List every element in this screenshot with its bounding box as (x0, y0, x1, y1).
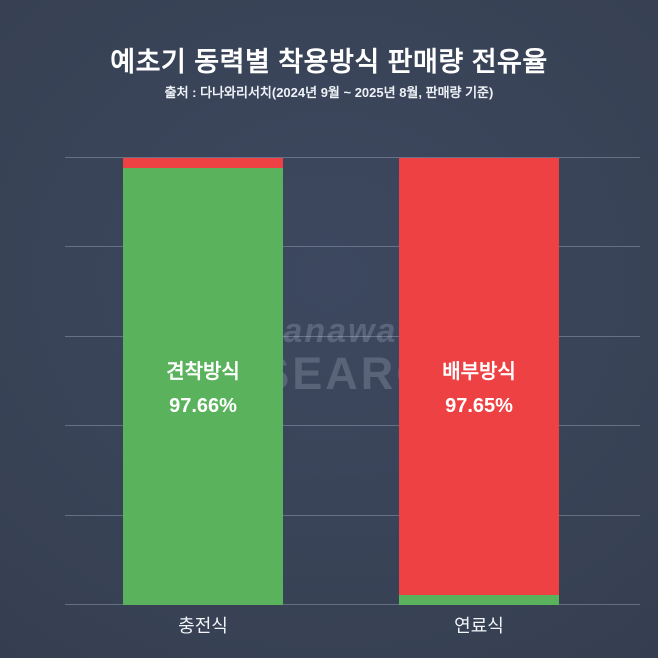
danawa-research-watermark: danawa RESEARCH (0, 314, 658, 396)
gridline (65, 335, 640, 337)
bar-group-chungjeonsik: 견착방식 97.66% 충전식 (123, 158, 283, 636)
bar-segment-배부방식 (399, 158, 559, 595)
page-title: 예초기 동력별 착용방식 판매량 전유율 (110, 47, 548, 77)
bar-column-chungjeonsik (123, 158, 283, 605)
category-label-yeollyosik: 연료식 (454, 616, 504, 636)
bar-column-yeollyosik (399, 158, 559, 605)
category-label-chungjeonsik: 충전식 (178, 616, 228, 636)
segment-value-label: 97.65% (445, 394, 513, 417)
bar-label-chungjeonsik: 견착방식 97.66% (123, 355, 283, 418)
watermark-research-text: RESEARCH (190, 348, 468, 399)
gridlines (65, 157, 640, 605)
segment-name-label: 배부방식 (442, 360, 516, 383)
bar-segment-견착방식 (123, 168, 283, 605)
segment-value-label: 97.66% (169, 394, 237, 417)
page-subtitle: 출처 : 다나와리서치(2024년 9월 ~ 2025년 8월, 판매량 기준) (164, 85, 494, 100)
gridline (65, 425, 640, 427)
gridline (65, 157, 640, 158)
bar-segment-배부방식 (123, 158, 283, 169)
bar-segment-견착방식 (399, 594, 559, 605)
gridline (65, 246, 640, 248)
gridline (65, 604, 640, 605)
watermark-danawa-text: danawa (260, 312, 398, 350)
gridline (65, 514, 640, 516)
chart-plot-area: 견착방식 97.66% 충전식 배부방식 97.65% 연료식 (65, 157, 640, 636)
bar-group-yeollyosik: 배부방식 97.65% 연료식 (399, 158, 559, 636)
segment-name-label: 견착방식 (166, 360, 240, 383)
bar-label-yeollyosik: 배부방식 97.65% (399, 355, 559, 418)
